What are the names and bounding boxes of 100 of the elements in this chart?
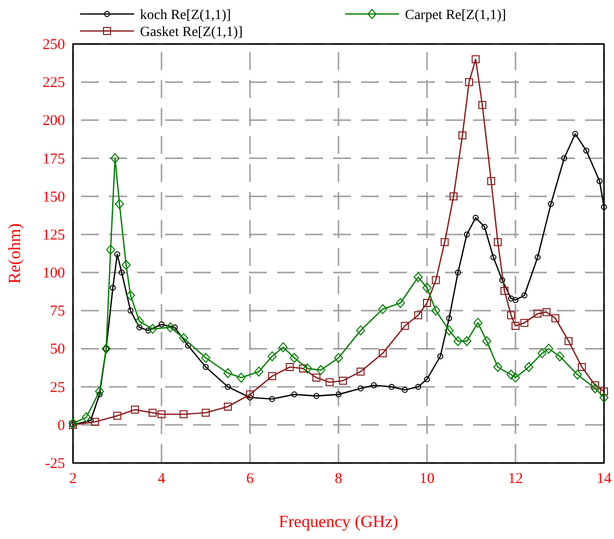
y-tick-label: 75 <box>50 304 65 320</box>
point <box>278 342 288 352</box>
point <box>506 370 516 380</box>
point <box>254 366 264 377</box>
point <box>158 410 166 418</box>
point <box>490 254 496 260</box>
point <box>423 299 431 308</box>
point <box>136 324 142 330</box>
point <box>378 349 387 358</box>
x-tick-label: 4 <box>158 471 166 487</box>
y-axis-title: Re(ohm) <box>5 223 24 284</box>
point <box>478 100 486 109</box>
point <box>507 311 516 320</box>
point <box>338 376 347 385</box>
point <box>548 200 554 207</box>
point <box>358 385 364 392</box>
point <box>158 321 164 328</box>
point <box>118 270 125 276</box>
point <box>246 390 254 398</box>
point <box>268 351 277 362</box>
point <box>512 322 520 330</box>
point <box>453 336 462 346</box>
point <box>414 272 423 282</box>
y-tick-label: 125 <box>42 227 65 244</box>
point <box>415 384 422 390</box>
point <box>148 324 158 334</box>
point <box>185 342 192 349</box>
point <box>114 251 120 258</box>
legend-label: koch Re[Z(1,1)] <box>140 8 231 23</box>
point <box>336 391 342 398</box>
point <box>378 304 388 314</box>
point <box>464 231 470 238</box>
point <box>465 78 474 86</box>
point <box>520 318 528 327</box>
point <box>247 394 253 400</box>
point <box>126 290 136 300</box>
point <box>402 386 408 393</box>
point <box>494 238 502 246</box>
point <box>414 311 422 320</box>
point <box>202 408 210 417</box>
point <box>450 192 458 200</box>
point <box>564 337 573 346</box>
point <box>88 417 94 424</box>
point <box>472 214 479 221</box>
point <box>500 286 508 295</box>
point <box>538 348 547 358</box>
point <box>572 370 582 380</box>
point <box>440 238 449 246</box>
x-tick-label: 6 <box>246 471 254 487</box>
point <box>268 372 276 380</box>
x-tick-label: 12 <box>508 471 523 487</box>
point <box>113 412 122 420</box>
point <box>493 362 502 372</box>
x-tick-label: 2 <box>69 471 77 487</box>
point <box>312 374 320 382</box>
point <box>224 402 232 411</box>
point <box>583 148 590 154</box>
point <box>180 410 188 418</box>
point <box>521 292 528 298</box>
point <box>487 177 496 186</box>
point <box>473 318 482 328</box>
point <box>334 352 343 363</box>
point <box>600 387 608 396</box>
point <box>446 315 452 322</box>
point <box>444 325 454 336</box>
point <box>431 306 440 316</box>
point <box>91 418 100 426</box>
y-tick-label: 100 <box>42 266 65 282</box>
point <box>578 363 586 372</box>
y-tick-label: 50 <box>50 342 65 358</box>
point <box>179 333 188 344</box>
point <box>462 336 472 346</box>
x-tick-label: 10 <box>420 471 434 487</box>
point <box>202 364 209 370</box>
point <box>223 368 232 378</box>
point <box>534 254 541 260</box>
point <box>95 386 104 396</box>
x-tick-label: 14 <box>596 471 612 487</box>
point <box>145 327 152 334</box>
point <box>316 365 326 376</box>
y-tick-label: 150 <box>42 189 65 206</box>
point <box>82 412 91 422</box>
point <box>482 336 492 346</box>
point <box>437 353 444 360</box>
point <box>424 376 430 382</box>
point <box>128 308 134 314</box>
point <box>134 316 144 326</box>
point <box>110 284 116 291</box>
point <box>201 352 210 363</box>
point <box>454 270 461 276</box>
point <box>544 344 554 354</box>
point <box>68 418 78 428</box>
point <box>600 392 608 402</box>
point <box>286 363 294 372</box>
point <box>551 314 560 322</box>
point <box>561 155 568 162</box>
point <box>166 322 175 332</box>
point <box>303 364 312 374</box>
point <box>601 204 607 210</box>
point <box>534 310 542 318</box>
